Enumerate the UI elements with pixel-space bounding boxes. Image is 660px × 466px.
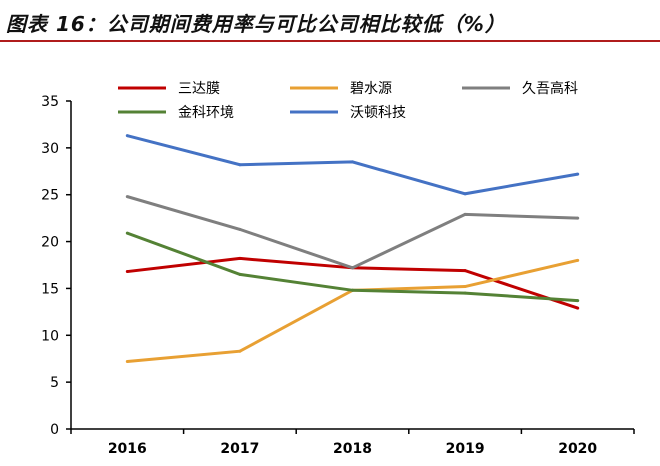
series-line-5 (126, 134, 578, 196)
chart-title: 图表 16：公司期间费用率与可比公司相比较低（%） (6, 12, 506, 36)
data-point (463, 291, 467, 295)
data-point (125, 195, 129, 199)
data-point (463, 269, 467, 273)
x-tick-label: 2020 (558, 441, 597, 457)
data-point (238, 256, 242, 260)
data-point (576, 172, 580, 176)
data-point (125, 360, 129, 364)
x-tick-label: 2018 (333, 441, 372, 457)
y-tick-label: 0 (50, 422, 59, 438)
legend-label: 碧水源 (350, 81, 392, 97)
y-tick-label: 15 (41, 281, 59, 297)
series-line-1 (127, 256, 579, 310)
legend-label: 沃顿科技 (350, 105, 406, 121)
data-point (463, 285, 467, 289)
legend-label: 三达膜 (178, 81, 220, 97)
data-point (351, 288, 354, 292)
data-point (576, 258, 580, 262)
y-tick-label: 20 (41, 235, 59, 251)
data-point (351, 266, 354, 270)
x-tick-label: 2019 (446, 441, 485, 457)
y-tick-label: 25 (41, 188, 59, 204)
data-point (238, 227, 242, 231)
y-tick-label: 35 (41, 94, 59, 110)
y-tick-label: 10 (41, 328, 59, 344)
data-point (125, 134, 129, 138)
data-point (125, 270, 129, 274)
data-point (238, 163, 242, 167)
data-point (576, 299, 580, 303)
data-point (576, 216, 580, 220)
legend-label: 金科环境 (178, 105, 234, 121)
x-tick-label: 2017 (220, 441, 259, 457)
y-tick-label: 5 (50, 375, 59, 391)
data-point (351, 160, 354, 164)
data-point (463, 192, 467, 196)
data-point (576, 306, 580, 310)
data-point (238, 272, 242, 276)
legend-label: 久吾高科 (522, 80, 578, 97)
data-point (238, 349, 242, 353)
y-tick-label: 30 (41, 141, 59, 157)
series-line-2 (127, 258, 579, 364)
data-point (125, 231, 129, 235)
x-tick-label: 2016 (108, 441, 147, 457)
data-point (463, 212, 467, 216)
title-divider (0, 40, 660, 42)
